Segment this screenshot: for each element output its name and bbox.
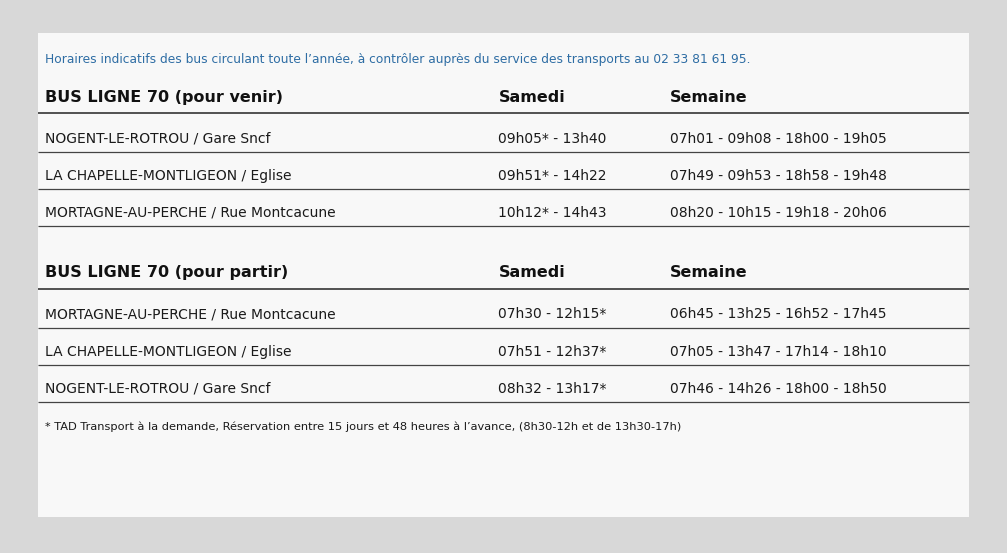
Text: 10h12* - 14h43: 10h12* - 14h43 — [498, 206, 607, 220]
Text: 07h51 - 12h37*: 07h51 - 12h37* — [498, 345, 607, 358]
Text: NOGENT-LE-ROTROU / Gare Sncf: NOGENT-LE-ROTROU / Gare Sncf — [45, 382, 271, 395]
Text: NOGENT-LE-ROTROU / Gare Sncf: NOGENT-LE-ROTROU / Gare Sncf — [45, 132, 271, 145]
Text: Samedi: Samedi — [498, 265, 565, 280]
Text: 07h05 - 13h47 - 17h14 - 18h10: 07h05 - 13h47 - 17h14 - 18h10 — [670, 345, 886, 358]
FancyBboxPatch shape — [38, 33, 969, 517]
Text: 07h46 - 14h26 - 18h00 - 18h50: 07h46 - 14h26 - 18h00 - 18h50 — [670, 382, 886, 395]
Text: 06h45 - 13h25 - 16h52 - 17h45: 06h45 - 13h25 - 16h52 - 17h45 — [670, 307, 886, 321]
Text: BUS LIGNE 70 (pour partir): BUS LIGNE 70 (pour partir) — [45, 265, 289, 280]
Text: MORTAGNE-AU-PERCHE / Rue Montcacune: MORTAGNE-AU-PERCHE / Rue Montcacune — [45, 206, 336, 220]
Text: Horaires indicatifs des bus circulant toute l’année, à contrôler auprès du servi: Horaires indicatifs des bus circulant to… — [45, 53, 751, 66]
Text: MORTAGNE-AU-PERCHE / Rue Montcacune: MORTAGNE-AU-PERCHE / Rue Montcacune — [45, 307, 336, 321]
Text: 09h05* - 13h40: 09h05* - 13h40 — [498, 132, 607, 145]
Text: LA CHAPELLE-MONTLIGEON / Eglise: LA CHAPELLE-MONTLIGEON / Eglise — [45, 169, 292, 182]
Text: 07h01 - 09h08 - 18h00 - 19h05: 07h01 - 09h08 - 18h00 - 19h05 — [670, 132, 886, 145]
Text: Semaine: Semaine — [670, 90, 747, 105]
Text: 09h51* - 14h22: 09h51* - 14h22 — [498, 169, 607, 182]
Text: * TAD Transport à la demande, Réservation entre 15 jours et 48 heures à l’avance: * TAD Transport à la demande, Réservatio… — [45, 422, 682, 432]
Text: BUS LIGNE 70 (pour venir): BUS LIGNE 70 (pour venir) — [45, 90, 283, 105]
Text: 08h20 - 10h15 - 19h18 - 20h06: 08h20 - 10h15 - 19h18 - 20h06 — [670, 206, 886, 220]
Text: Samedi: Samedi — [498, 90, 565, 105]
Text: LA CHAPELLE-MONTLIGEON / Eglise: LA CHAPELLE-MONTLIGEON / Eglise — [45, 345, 292, 358]
Text: 08h32 - 13h17*: 08h32 - 13h17* — [498, 382, 607, 395]
Text: 07h30 - 12h15*: 07h30 - 12h15* — [498, 307, 607, 321]
Text: Semaine: Semaine — [670, 265, 747, 280]
Text: 07h49 - 09h53 - 18h58 - 19h48: 07h49 - 09h53 - 18h58 - 19h48 — [670, 169, 886, 182]
